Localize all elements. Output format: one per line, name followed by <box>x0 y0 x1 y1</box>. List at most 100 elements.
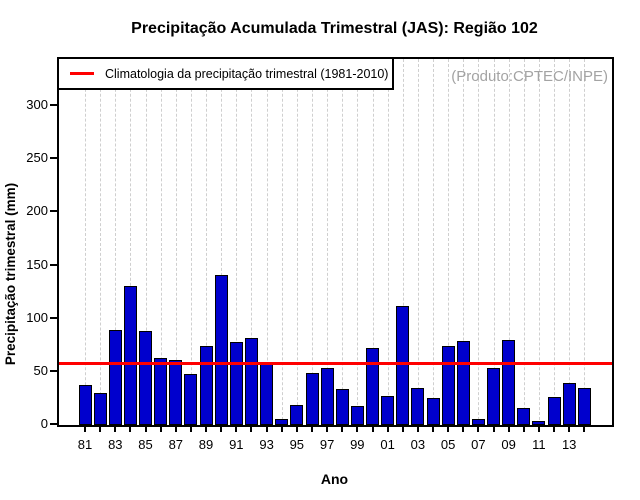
gridline-2004 <box>433 59 434 425</box>
gridline-1990 <box>221 59 223 425</box>
x-tick-1993 <box>265 425 268 432</box>
gridline-1992 <box>251 59 253 425</box>
x-tick-label-2001: 01 <box>380 437 395 452</box>
y-tick-label-250: 250 <box>26 150 48 166</box>
x-tick-1981 <box>84 425 86 432</box>
gridline-2005 <box>448 59 450 425</box>
bar-1992 <box>244 337 258 425</box>
x-tick-1999 <box>356 425 359 432</box>
x-tick-2012 <box>553 425 555 432</box>
gridline-1984 <box>130 59 132 425</box>
gridline-2008 <box>493 59 495 425</box>
x-tick-1988 <box>189 425 192 432</box>
x-tick-2006 <box>462 425 465 432</box>
y-tick-0 <box>50 423 57 425</box>
gridline-2011 <box>538 59 540 425</box>
x-tick-2001 <box>386 425 389 432</box>
x-tick-1985 <box>144 425 147 432</box>
legend-line-swatch <box>70 72 94 75</box>
gridline-1985 <box>145 59 147 425</box>
bar-2008 <box>487 367 500 425</box>
x-tick-1995 <box>295 425 298 432</box>
watermark-text: (Produto:CPTEC/INPE) <box>451 68 608 85</box>
x-tick-2005 <box>447 425 450 432</box>
gridline-1998 <box>342 59 344 425</box>
gridline-1986 <box>160 59 162 425</box>
y-tick-250 <box>50 157 57 160</box>
gridline-1991 <box>236 59 238 425</box>
x-tick-1989 <box>205 425 207 432</box>
x-tick-1987 <box>174 425 177 432</box>
x-tick-2013 <box>568 425 571 432</box>
bar-1994 <box>275 418 289 425</box>
y-tick-label-100: 100 <box>26 309 48 325</box>
gridline-2006 <box>463 59 465 425</box>
x-tick-label-1997: 97 <box>319 437 335 452</box>
x-tick-1982 <box>99 425 102 432</box>
x-tick-1990 <box>220 425 223 432</box>
bar-1998 <box>335 388 349 425</box>
gridline-1995 <box>296 59 298 425</box>
x-tick-2002 <box>401 425 404 432</box>
bar-1988 <box>184 374 198 425</box>
y-tick-50 <box>50 369 57 372</box>
x-tick-label-2009: 09 <box>501 437 516 452</box>
x-tick-label-1993: 93 <box>259 437 274 452</box>
x-tick-1998 <box>341 425 344 432</box>
gridline-1993 <box>266 59 268 425</box>
x-tick-label-1983: 83 <box>108 437 123 452</box>
x-tick-1994 <box>280 425 283 432</box>
x-tick-label-1987: 87 <box>168 437 184 452</box>
bar-1982 <box>93 393 107 425</box>
x-tick-label-1991: 91 <box>229 437 244 452</box>
bar-1981 <box>78 384 92 425</box>
x-tick-2008 <box>492 425 495 432</box>
gridline-1997 <box>327 59 329 425</box>
legend-box: Climatologia da precipitação trimestral … <box>57 57 394 90</box>
bar-2009 <box>502 339 516 425</box>
y-tick-150 <box>50 263 57 266</box>
x-tick-2003 <box>416 425 419 432</box>
x-tick-1991 <box>235 425 238 432</box>
bar-2013 <box>562 382 576 425</box>
gridline-1996 <box>312 59 313 425</box>
bar-1989 <box>199 346 213 425</box>
y-tick-200 <box>50 210 57 213</box>
x-axis-title: Ano <box>320 471 349 487</box>
y-tick-label-0: 0 <box>40 416 48 431</box>
bar-1997 <box>320 367 334 425</box>
bar-1985 <box>139 331 152 425</box>
bar-2011 <box>532 420 546 425</box>
x-tick-label-2005: 05 <box>440 437 456 452</box>
gridline-1988 <box>190 59 192 425</box>
bar-2005 <box>441 346 455 425</box>
gridline-2010 <box>523 59 525 425</box>
bar-2010 <box>517 408 531 425</box>
bar-1993 <box>260 363 274 425</box>
gridline-2000 <box>372 59 374 425</box>
bar-1991 <box>229 342 243 425</box>
bar-2006 <box>456 341 470 425</box>
bar-2001 <box>381 396 395 425</box>
x-tick-label-1981: 81 <box>77 437 93 452</box>
gridline-2013 <box>569 59 571 425</box>
x-tick-2011 <box>537 425 540 432</box>
bar-1986 <box>154 358 168 425</box>
x-tick-2009 <box>507 425 510 432</box>
x-tick-label-1999: 99 <box>350 437 365 452</box>
x-tick-2004 <box>432 425 434 432</box>
bar-2007 <box>471 418 485 425</box>
bar-1984 <box>123 285 137 425</box>
x-tick-2000 <box>371 425 374 432</box>
gridline-1989 <box>206 59 207 425</box>
bar-2003 <box>411 387 425 425</box>
y-tick-100 <box>50 316 57 319</box>
gridline-1999 <box>357 59 359 425</box>
bar-1999 <box>350 405 364 425</box>
gridline-1987 <box>175 59 177 425</box>
y-tick-300 <box>50 104 57 106</box>
x-tick-label-1989: 89 <box>198 437 214 452</box>
x-tick-2010 <box>522 425 525 432</box>
bar-1996 <box>305 372 319 425</box>
